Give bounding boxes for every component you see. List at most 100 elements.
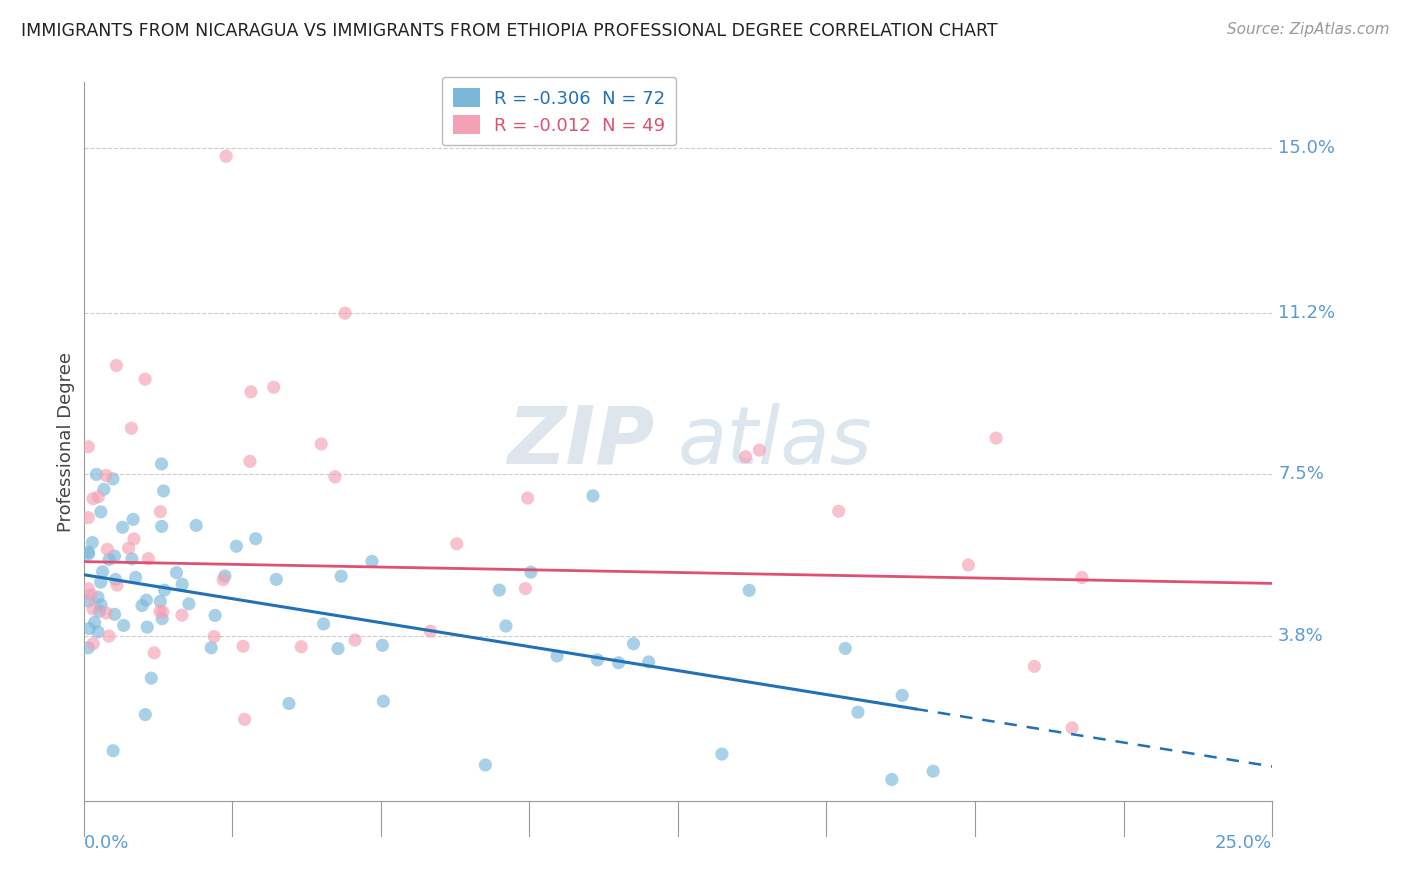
Point	[77, 547, 100, 561]
Point	[96, 542, 118, 557]
Point	[586, 653, 609, 667]
Point	[880, 772, 903, 787]
Point	[186, 518, 208, 533]
Point	[153, 583, 176, 598]
Point	[150, 612, 173, 626]
Point	[361, 554, 384, 568]
Point	[77, 510, 100, 524]
Point	[86, 467, 108, 482]
Point	[309, 437, 332, 451]
Point	[120, 421, 142, 435]
Point	[111, 520, 134, 534]
Point	[323, 470, 346, 484]
Point	[419, 624, 441, 639]
Point	[546, 648, 568, 663]
Point	[83, 615, 105, 630]
Point	[984, 431, 1007, 445]
Point	[891, 689, 914, 703]
Point	[104, 573, 127, 587]
Point	[312, 617, 335, 632]
Point	[77, 594, 100, 608]
Point	[82, 535, 104, 549]
Point	[87, 490, 110, 504]
Point	[101, 472, 124, 486]
Point	[738, 583, 761, 598]
Point	[1024, 659, 1046, 673]
Point	[957, 558, 980, 572]
Point	[96, 606, 118, 620]
Point	[89, 604, 111, 618]
Point	[607, 656, 630, 670]
Text: 3.8%: 3.8%	[1278, 627, 1324, 645]
Point	[263, 380, 285, 394]
Point	[93, 483, 115, 497]
Point	[215, 149, 238, 163]
Point	[748, 443, 770, 458]
Point	[121, 552, 143, 566]
Point	[202, 630, 225, 644]
Point	[141, 671, 163, 685]
Point	[77, 640, 100, 655]
Point	[239, 454, 262, 468]
Point	[710, 747, 733, 761]
Point	[515, 582, 537, 596]
Point	[101, 744, 124, 758]
Point	[87, 624, 110, 639]
Point	[264, 573, 287, 587]
Point	[330, 569, 353, 583]
Point	[172, 577, 194, 591]
Point	[80, 588, 103, 602]
Point	[474, 758, 496, 772]
Point	[122, 512, 145, 526]
Point	[166, 566, 188, 580]
Point	[143, 646, 166, 660]
Point	[87, 591, 110, 605]
Point	[149, 505, 172, 519]
Text: ZIP: ZIP	[506, 403, 654, 481]
Point	[150, 519, 173, 533]
Point	[333, 306, 356, 320]
Point	[136, 620, 159, 634]
Point	[582, 489, 605, 503]
Point	[90, 598, 112, 612]
Point	[105, 578, 128, 592]
Point	[105, 359, 128, 373]
Point	[122, 532, 145, 546]
Point	[623, 637, 645, 651]
Point	[290, 640, 312, 654]
Point	[846, 705, 869, 719]
Legend: R = -0.306  N = 72, R = -0.012  N = 49: R = -0.306 N = 72, R = -0.012 N = 49	[441, 77, 676, 145]
Point	[1071, 570, 1094, 584]
Point	[134, 372, 156, 386]
Point	[1060, 721, 1083, 735]
Text: IMMIGRANTS FROM NICARAGUA VS IMMIGRANTS FROM ETHIOPIA PROFESSIONAL DEGREE CORREL: IMMIGRANTS FROM NICARAGUA VS IMMIGRANTS …	[21, 22, 998, 40]
Point	[204, 608, 226, 623]
Point	[149, 594, 172, 608]
Text: 25.0%: 25.0%	[1215, 834, 1272, 852]
Point	[112, 618, 135, 632]
Point	[827, 504, 849, 518]
Text: atlas: atlas	[678, 403, 873, 481]
Point	[77, 582, 100, 596]
Point	[135, 593, 157, 607]
Point	[488, 582, 510, 597]
Point	[446, 537, 468, 551]
Point	[233, 712, 256, 726]
Point	[834, 641, 856, 656]
Point	[326, 641, 349, 656]
Point	[520, 565, 543, 579]
Point	[77, 545, 100, 559]
Point	[77, 440, 100, 454]
Point	[152, 605, 174, 619]
Point	[124, 570, 146, 584]
Text: 15.0%: 15.0%	[1278, 138, 1336, 156]
Point	[212, 573, 235, 587]
Point	[495, 619, 517, 633]
Y-axis label: Professional Degree: Professional Degree	[58, 351, 75, 532]
Point	[90, 505, 112, 519]
Point	[343, 633, 366, 648]
Point	[150, 457, 173, 471]
Point	[136, 551, 159, 566]
Point	[152, 483, 174, 498]
Point	[103, 549, 125, 563]
